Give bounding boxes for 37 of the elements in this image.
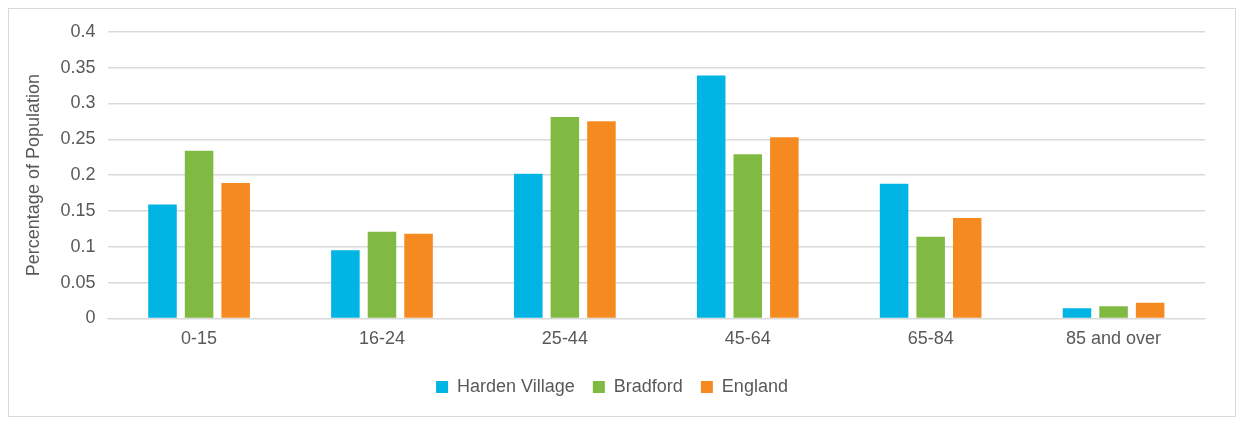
- x-tick-label: 0-15: [181, 328, 218, 349]
- bar: [550, 117, 580, 318]
- legend-label: Bradford: [613, 375, 683, 396]
- bar: [367, 231, 397, 318]
- bar: [184, 150, 214, 318]
- bar: [879, 183, 909, 318]
- y-tick-label: 0.25: [60, 128, 96, 149]
- bar: [148, 204, 177, 318]
- y-tick-label: 0: [85, 307, 96, 328]
- legend-label: England: [721, 375, 788, 396]
- y-tick-label: 0.05: [60, 271, 96, 292]
- bar: [952, 218, 982, 318]
- y-tick-label: 0.4: [70, 20, 96, 41]
- legend-label: Harden Village: [457, 375, 575, 396]
- bar: [221, 182, 250, 318]
- y-axis-title: Percentage of Population: [22, 74, 43, 277]
- x-tick-label: 85 and over: [1066, 328, 1162, 349]
- bar: [1099, 306, 1128, 318]
- bar: [1135, 302, 1165, 318]
- bar: [733, 154, 763, 318]
- y-tick-label: 0.3: [70, 92, 96, 113]
- bar: [916, 236, 945, 318]
- bar: [770, 137, 799, 318]
- x-tick-label: 65-84: [907, 328, 954, 349]
- y-tick-label: 0.2: [70, 164, 96, 185]
- y-tick-label: 0.15: [60, 199, 96, 220]
- y-tick-label: 0.1: [70, 235, 96, 256]
- bar: [696, 75, 726, 318]
- bar: [404, 233, 433, 318]
- y-tick-label: 0.35: [60, 56, 96, 77]
- x-tick-label: 16-24: [358, 328, 405, 349]
- bar: [514, 173, 543, 318]
- x-tick-label: 25-44: [541, 328, 588, 349]
- x-tick-label: 45-64: [724, 328, 771, 349]
- bar: [1062, 308, 1092, 318]
- bar: [331, 250, 360, 318]
- bar: [587, 121, 616, 318]
